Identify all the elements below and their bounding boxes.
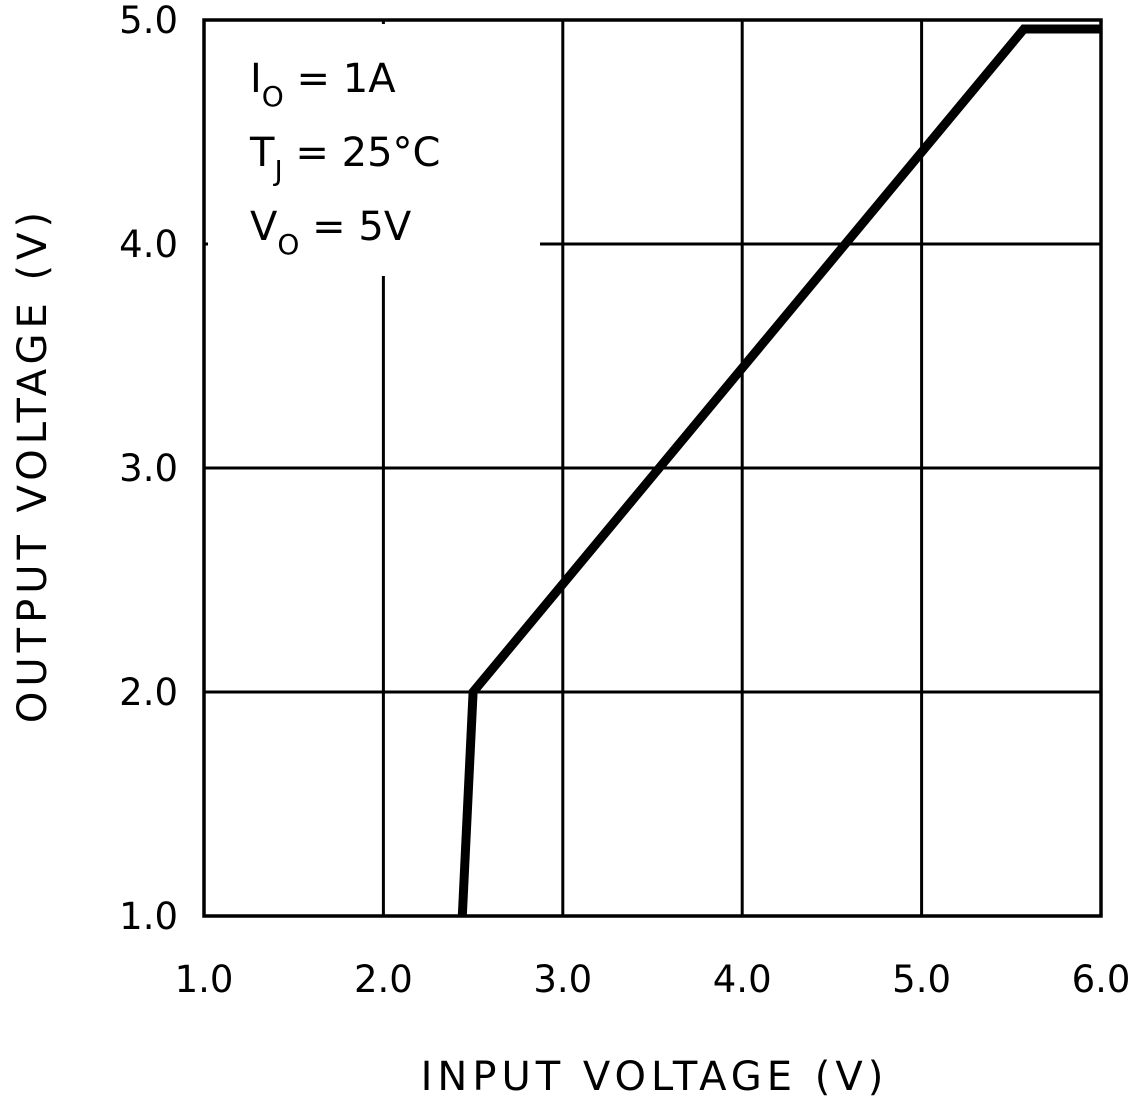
series-point-0-0 (461, 915, 463, 917)
annotation-line-2: VO = 5V (250, 204, 412, 261)
y-tick-label: 5.0 (119, 0, 178, 42)
y-tick-label: 2.0 (119, 671, 178, 714)
plot-frame (202, 18, 1103, 918)
series-point-0-3 (1100, 28, 1102, 30)
series-line-0 (457, 24, 1101, 917)
x-tick-label: 5.0 (892, 958, 951, 1001)
annotation-line-1: TJ = 25°C (249, 130, 440, 187)
series-layer (457, 24, 1102, 917)
y-axis-label: OUTPUT VOLTAGE (V) (10, 207, 56, 723)
x-tick-label: 1.0 (175, 958, 234, 1001)
y-tick-label: 3.0 (119, 447, 178, 490)
plot-border (202, 18, 1103, 918)
y-tick-label: 4.0 (119, 223, 178, 266)
annotation-subscript: J (272, 154, 282, 187)
annotation-symbol: I (250, 56, 262, 102)
annotation-subscript: O (277, 228, 299, 261)
series-point-0-1 (472, 691, 474, 693)
x-tick-label: 6.0 (1072, 958, 1131, 1001)
x-tick-label: 2.0 (354, 958, 413, 1001)
x-tick-labels: 1.0 2.0 3.0 4.0 5.0 6.0 (175, 958, 1131, 1001)
annotation-value: = 5V (299, 204, 411, 250)
annotation-value: = 25°C (283, 130, 441, 176)
y-tick-label: 1.0 (119, 895, 178, 938)
annotation-symbol: T (249, 130, 275, 176)
x-axis-label: INPUT VOLTAGE (V) (421, 1054, 889, 1100)
annotation-value: = 1A (284, 56, 396, 102)
annotation-symbol: V (250, 204, 278, 250)
x-tick-label: 4.0 (713, 958, 772, 1001)
series-point-0-2 (1023, 28, 1025, 30)
annotation-line-0: IO = 1A (250, 56, 396, 113)
annotation-subscript: O (262, 80, 284, 113)
y-tick-labels: 1.0 2.0 3.0 4.0 5.0 (119, 0, 178, 938)
annotation-background (208, 24, 540, 276)
x-tick-label: 3.0 (533, 958, 592, 1001)
